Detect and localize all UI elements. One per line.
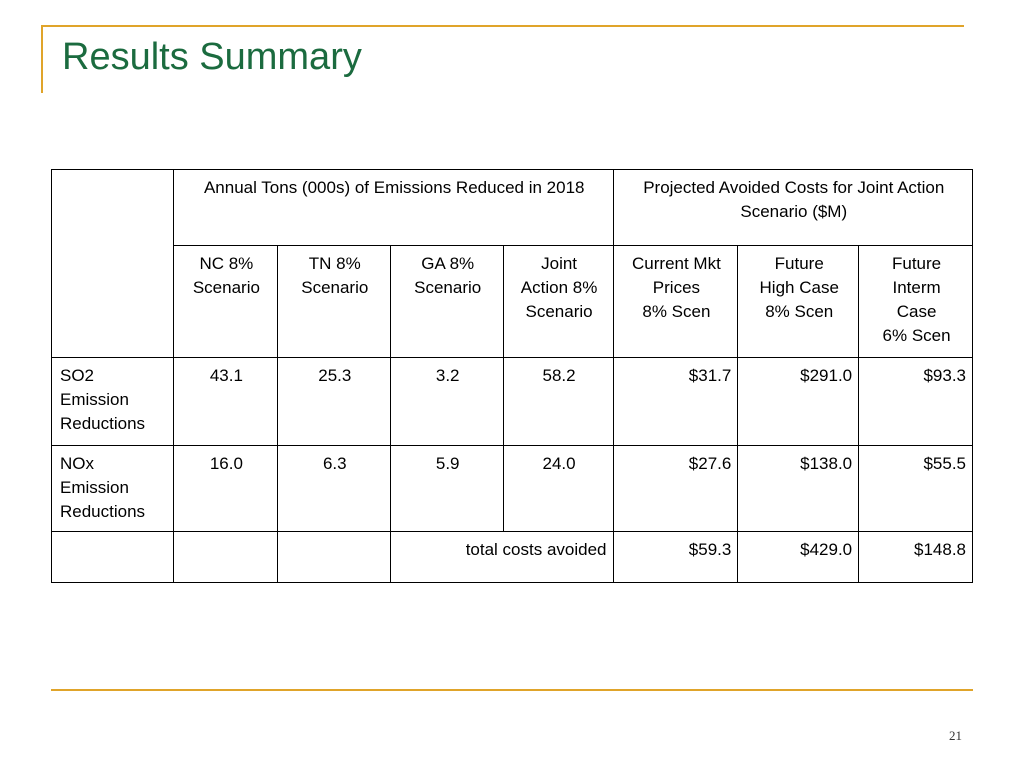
column-header-line: 8% Scen xyxy=(642,302,711,321)
footer-rule xyxy=(51,689,973,691)
title-accent-horizontal-rule xyxy=(41,25,964,27)
row-label-line: Emission xyxy=(60,390,129,409)
column-header-line: Current Mkt xyxy=(632,254,721,273)
column-header-line: Interm xyxy=(892,278,941,297)
empty-cell xyxy=(172,531,278,583)
emissions-group-header: Annual Tons (000s) of Emissions Reduced … xyxy=(172,169,614,246)
table-row-nox: NOx Emission Reductions 16.0 6.3 5.9 24.… xyxy=(51,445,973,532)
table-row-total: total costs avoided $59.3 $429.0 $148.8 xyxy=(51,531,973,583)
table-cell: $55.5 xyxy=(858,445,973,532)
column-header-row: NC 8% Scenario TN 8% Scenario GA 8% Scen… xyxy=(52,245,973,358)
column-header-future-high: Future High Case 8% Scen xyxy=(737,245,860,358)
column-header-line: GA 8% xyxy=(421,254,475,273)
column-header-line: Prices xyxy=(652,278,701,297)
column-header-ga: GA 8% Scenario xyxy=(389,245,504,358)
column-header-tn: TN 8% Scenario xyxy=(276,245,391,358)
column-header-line: 8% Scen xyxy=(765,302,834,321)
table-row-so2: SO2 Emission Reductions 43.1 25.3 3.2 58… xyxy=(51,357,973,446)
column-header-current-mkt: Current Mkt Prices 8% Scen xyxy=(612,245,739,358)
table-cell: $291.0 xyxy=(737,357,860,446)
results-summary-table: Annual Tons (000s) of Emissions Reduced … xyxy=(51,169,974,583)
table-cell: $31.7 xyxy=(612,357,739,446)
column-header-line: Future xyxy=(891,254,942,273)
row-label-line: NOx xyxy=(60,454,94,473)
row-label-line: Reductions xyxy=(60,414,146,433)
column-header-future-interm: Future Interm Case 6% Scen xyxy=(858,245,973,358)
table-cell: $93.3 xyxy=(858,357,973,446)
column-header-line: NC 8% xyxy=(199,254,254,273)
column-header-line: Scenario xyxy=(414,278,482,297)
empty-cell xyxy=(276,531,391,583)
table-cell: $138.0 xyxy=(737,445,860,532)
row-label-line: Reductions xyxy=(60,502,146,521)
column-header-nc: NC 8% Scenario xyxy=(172,245,278,358)
column-header-line: Joint xyxy=(541,254,578,273)
group-header-row: Annual Tons (000s) of Emissions Reduced … xyxy=(51,169,974,358)
table-cell: 5.9 xyxy=(389,445,504,532)
table-cell: 58.2 xyxy=(502,357,614,446)
column-header-line: TN 8% xyxy=(308,254,361,273)
corner-cell xyxy=(51,169,174,358)
table-cell: 24.0 xyxy=(502,445,614,532)
row-label-nox: NOx Emission Reductions xyxy=(51,445,174,532)
column-header-line: 6% Scen xyxy=(882,326,951,345)
column-header-line: Case xyxy=(896,302,937,321)
row-label-so2: SO2 Emission Reductions xyxy=(51,357,174,446)
costs-group-header: Projected Avoided Costs for Joint Action… xyxy=(612,169,974,246)
empty-cell xyxy=(51,531,174,583)
column-header-line: Scenario xyxy=(301,278,369,297)
total-cell: $59.3 xyxy=(612,531,739,583)
column-header-line: Scenario xyxy=(192,278,260,297)
column-header-line: Action 8% xyxy=(520,278,598,297)
page-number: 21 xyxy=(949,728,962,743)
column-header-line: High Case xyxy=(759,278,839,297)
table-cell: 16.0 xyxy=(172,445,278,532)
column-header-joint-action: Joint Action 8% Scenario xyxy=(502,245,614,358)
table-cell: 43.1 xyxy=(172,357,278,446)
row-label-line: SO2 xyxy=(60,366,95,385)
table-cell: 3.2 xyxy=(389,357,504,446)
table-cell: $27.6 xyxy=(612,445,739,532)
table-cell: 25.3 xyxy=(276,357,391,446)
total-cell: $429.0 xyxy=(737,531,860,583)
column-header-line: Scenario xyxy=(525,302,593,321)
column-header-line: Future xyxy=(774,254,824,273)
row-label-line: Emission xyxy=(60,478,129,497)
title-accent-vertical-rule xyxy=(41,25,43,93)
slide-title: Results Summary xyxy=(62,36,362,78)
total-label: total costs avoided xyxy=(389,531,614,583)
total-cell: $148.8 xyxy=(858,531,973,583)
table-cell: 6.3 xyxy=(276,445,391,532)
